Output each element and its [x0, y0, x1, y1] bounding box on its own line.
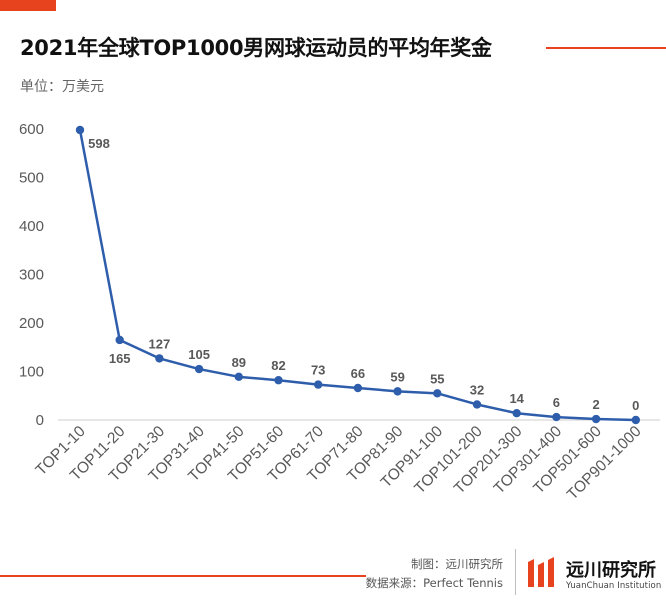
data-label: 598: [88, 136, 110, 151]
data-label: 0: [632, 398, 639, 413]
y-tick-label: 500: [19, 170, 44, 187]
y-axis: 0 100 200 300 400 500 600: [19, 121, 44, 429]
y-tick-label: 100: [19, 364, 44, 381]
source-credit: 数据来源：Perfect Tennis: [365, 576, 503, 590]
data-label: 105: [188, 347, 210, 362]
data-point: [353, 383, 363, 393]
footer-divider: [515, 549, 516, 595]
data-label: 127: [149, 336, 171, 351]
data-label: 89: [232, 355, 246, 370]
data-label: 73: [311, 363, 325, 378]
data-point: [631, 415, 640, 425]
data-point: [155, 354, 164, 363]
data-label: 14: [509, 391, 524, 406]
brand-name: 远川研究所: [566, 560, 656, 581]
title-rule: [546, 47, 666, 49]
data-point: [433, 389, 442, 398]
data-label: 82: [271, 358, 285, 373]
maker-credit: 制图：远川研究所: [411, 557, 503, 571]
data-label: 6: [553, 395, 560, 410]
y-tick-label: 300: [19, 267, 44, 284]
x-axis: TOP1-10TOP11-20TOP21-30TOP31-40TOP41-50T…: [33, 423, 645, 504]
data-label: 66: [351, 366, 365, 381]
data-labels: 598 165 127 105 89 82 73 66 59 55 32 14 6 2 0: [88, 136, 639, 413]
footer-rule: [0, 575, 366, 577]
data-label: 2: [592, 397, 599, 412]
y-tick-label: 400: [19, 218, 44, 235]
y-tick-label: 0: [36, 412, 44, 429]
accent-block: [0, 0, 56, 11]
data-point: [234, 372, 243, 382]
chart-title: 2021年全球TOP1000男网球运动员的平均年奖金: [20, 36, 492, 60]
data-label: 55: [430, 371, 444, 386]
data-points: [75, 125, 640, 425]
data-point: [512, 409, 521, 418]
y-tick-label: 200: [19, 315, 44, 332]
data-point: [314, 380, 323, 389]
data-label: 32: [470, 382, 484, 397]
data-label: 59: [390, 369, 404, 384]
brand-name-en: YuanChuan Institution: [566, 581, 662, 591]
data-point: [75, 125, 85, 135]
y-tick-label: 600: [19, 121, 44, 138]
data-point: [194, 364, 204, 374]
data-point: [115, 335, 124, 345]
data-point: [274, 376, 283, 385]
brand-logo-icon: [528, 557, 554, 587]
data-point: [472, 400, 482, 409]
data-point: [552, 412, 561, 422]
data-point: [591, 414, 601, 424]
unit-label: 单位：万美元: [20, 79, 104, 95]
data-point: [393, 387, 402, 396]
data-label: 165: [109, 351, 131, 366]
